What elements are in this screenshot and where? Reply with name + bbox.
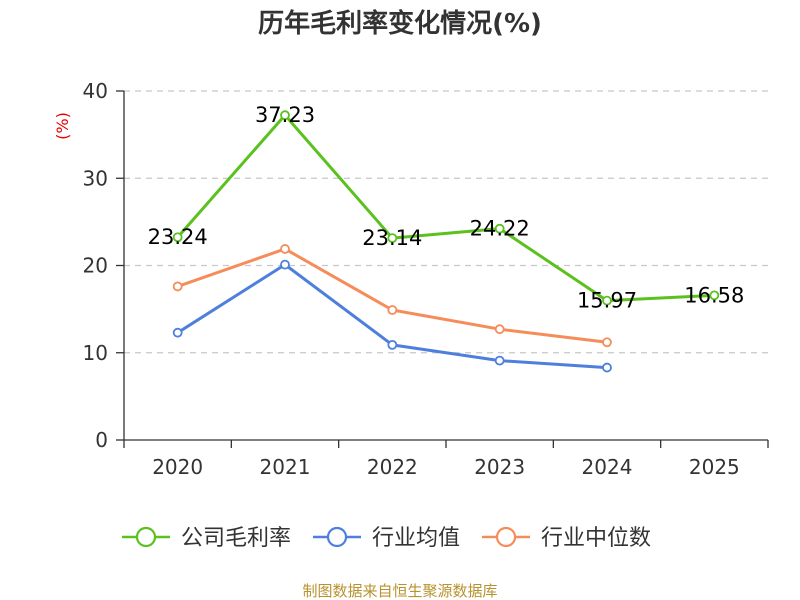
y-tick-label: 0 bbox=[95, 428, 108, 452]
x-tick-label: 2021 bbox=[260, 455, 311, 479]
data-point bbox=[280, 244, 290, 254]
data-label: 16.58 bbox=[684, 283, 744, 307]
data-point bbox=[387, 305, 398, 315]
data-point bbox=[387, 339, 398, 350]
legend-label: 行业中位数 bbox=[541, 526, 651, 551]
legend-label: 行业均值 bbox=[372, 526, 460, 551]
x-tick-label: 2024 bbox=[582, 455, 633, 479]
chart-title: 历年毛利率变化情况(%) bbox=[258, 8, 542, 39]
data-point bbox=[172, 232, 183, 243]
x-tick-label: 2025 bbox=[689, 455, 740, 479]
data-label: 37.23 bbox=[255, 103, 315, 127]
x-tick-label: 2020 bbox=[152, 455, 203, 479]
data-point bbox=[602, 362, 612, 373]
axes: 0 10 20 30 40 2020 2021 2022 2023 2024 2025 bbox=[83, 79, 769, 479]
source-note: 制图数据来自恒生聚源数据库 bbox=[302, 582, 497, 600]
y-axis-label: (%) bbox=[53, 112, 72, 140]
data-point bbox=[387, 233, 398, 244]
data-point bbox=[709, 290, 720, 301]
legend-label: 公司毛利率 bbox=[181, 526, 291, 551]
y-tick-label: 20 bbox=[83, 254, 108, 278]
data-label: 15.97 bbox=[577, 289, 637, 313]
y-tick-label: 40 bbox=[83, 79, 108, 103]
data-point bbox=[280, 259, 290, 270]
data-label: 23.24 bbox=[148, 225, 208, 249]
legend-marker bbox=[495, 526, 517, 548]
data-point bbox=[602, 295, 612, 306]
data-point bbox=[280, 110, 290, 121]
y-tick-label: 10 bbox=[83, 341, 108, 365]
data-point bbox=[494, 324, 505, 335]
data-point bbox=[494, 355, 505, 366]
data-point bbox=[172, 281, 183, 292]
series-group bbox=[172, 110, 720, 373]
data-label: 23.14 bbox=[362, 226, 422, 250]
data-point bbox=[602, 337, 612, 348]
series-line bbox=[176, 113, 715, 303]
data-point bbox=[494, 223, 505, 234]
legend: 公司毛利率 行业均值 行业中位数 bbox=[122, 526, 651, 551]
x-tick-label: 2022 bbox=[367, 455, 418, 479]
legend-marker bbox=[326, 526, 348, 548]
data-point bbox=[172, 327, 183, 338]
legend-marker bbox=[135, 526, 157, 548]
grid-lines bbox=[124, 90, 768, 354]
data-label: 24.22 bbox=[470, 217, 530, 241]
y-tick-label: 30 bbox=[83, 166, 108, 190]
x-tick-label: 2023 bbox=[474, 455, 525, 479]
data-labels: 23.24 37.23 23.14 24.22 15.97 16.58 bbox=[148, 103, 745, 312]
series-line bbox=[177, 247, 608, 344]
